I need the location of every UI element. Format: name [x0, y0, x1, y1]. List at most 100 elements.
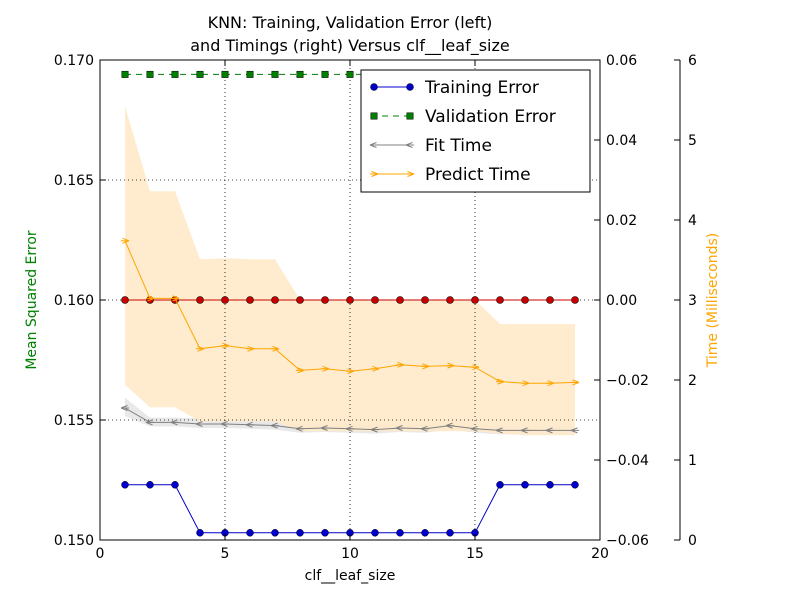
training-error-point — [571, 481, 579, 489]
training-error-point — [421, 529, 429, 537]
zero-reference-marker — [121, 296, 129, 304]
validation-error-point — [246, 70, 254, 78]
chart-title-line-2: and Timings (right) Versus clf__leaf_siz… — [190, 36, 509, 56]
fit-time-point — [120, 405, 129, 411]
legend-label-training-error: Training Error — [424, 78, 539, 98]
zero-reference-marker — [321, 296, 329, 304]
training-error-point — [196, 529, 204, 537]
training-error-point — [521, 481, 529, 489]
fit-time-point — [445, 422, 454, 429]
y-tick-label-middle: −0.02 — [606, 373, 649, 389]
y-axis-label-right: Time (Milliseconds) — [705, 233, 721, 369]
training-error-point — [496, 481, 504, 489]
legend-marker-predict-time — [406, 171, 415, 177]
zero-reference-marker — [296, 296, 304, 304]
zero-reference-marker — [346, 296, 354, 304]
y-tick-label-middle: 0.00 — [606, 293, 637, 309]
predict-time-band — [125, 106, 575, 436]
predict-time-point — [121, 237, 130, 244]
predict-time-point — [196, 345, 205, 352]
legend-label-predict-time: Predict Time — [425, 165, 531, 185]
y-tick-label-middle: 0.04 — [606, 133, 637, 149]
predict-time-point — [421, 363, 430, 370]
training-error-point — [171, 481, 179, 489]
fit-time-point — [270, 422, 279, 429]
y-tick-label-left: 0.150 — [54, 533, 94, 549]
training-error-point — [371, 529, 379, 537]
legend-marker-predict-time — [370, 171, 379, 177]
legend-marker-training-error — [406, 83, 414, 91]
zero-reference-marker — [496, 296, 504, 304]
zero-reference-marker — [546, 296, 554, 304]
validation-error-point — [271, 70, 279, 78]
fit-time-point — [370, 426, 379, 433]
predict-time-point — [246, 345, 255, 352]
zero-reference-marker — [196, 296, 204, 304]
fit-time-point — [295, 425, 304, 432]
training-error-point — [121, 481, 129, 489]
predict-time-point — [571, 379, 580, 386]
chart-title-line-1: KNN: Training, Validation Error (left) — [208, 13, 493, 32]
y-tick-label-right: 0 — [688, 533, 697, 549]
training-error-point — [271, 529, 279, 537]
training-error-point — [396, 529, 404, 537]
validation-error-point — [346, 70, 354, 78]
fit-time-point — [345, 425, 354, 432]
predict-time-point — [321, 365, 330, 372]
zero-reference-marker — [396, 296, 404, 304]
fit-time-point — [220, 421, 229, 427]
fit-time-point — [245, 421, 254, 428]
zero-reference-marker — [421, 296, 429, 304]
x-tick-label: 15 — [466, 546, 484, 562]
validation-error-point — [121, 70, 129, 78]
x-tick-label: 5 — [221, 546, 230, 562]
predict-time-point — [496, 378, 505, 385]
y-tick-label-middle: −0.04 — [606, 453, 649, 469]
legend: Training Error Validation Error Fit Time Pr… — [360, 69, 591, 193]
validation-error-point — [296, 70, 304, 78]
predict-time-point — [171, 295, 180, 302]
predict-time-point — [146, 295, 155, 302]
fit-time-point — [495, 427, 504, 434]
fit-time-point — [395, 425, 404, 431]
x-tick-label: 0 — [96, 546, 105, 562]
y-tick-label-right: 4 — [688, 213, 697, 229]
y-tick-label-right: 5 — [688, 133, 697, 149]
training-error-point — [246, 529, 254, 537]
y-tick-label-right: 3 — [688, 293, 697, 309]
predict-time-point — [446, 362, 455, 369]
validation-error-point — [221, 70, 229, 78]
y-tick-label-left: 0.160 — [54, 293, 94, 309]
fit-time-point — [170, 419, 179, 426]
legend-box — [360, 69, 591, 193]
predict-time-point — [396, 361, 405, 368]
legend-marker-fit-time — [369, 142, 378, 148]
fit-time-point — [470, 425, 479, 432]
y-tick-label-left: 0.165 — [54, 173, 94, 189]
fit-time-point — [195, 421, 204, 427]
training-error-point — [296, 529, 304, 537]
zero-reference-marker — [271, 296, 279, 304]
x-tick-label: 10 — [341, 546, 359, 562]
predict-time-point — [521, 380, 530, 387]
legend-label-fit-time: Fit Time — [425, 136, 492, 156]
zero-reference-marker — [446, 296, 454, 304]
fit-time-point — [145, 419, 154, 426]
legend-marker-validation-error — [406, 112, 414, 120]
x-tick-label: 20 — [591, 546, 609, 562]
validation-error-point — [146, 70, 154, 78]
y-tick-label-left: 0.155 — [54, 413, 94, 429]
y-tick-label-middle: −0.06 — [606, 533, 649, 549]
predict-time-point — [221, 342, 230, 349]
validation-error-point — [196, 70, 204, 78]
axes: 0 5 10 15 200.1500.1550.1600.1650.170−0.06−0… — [54, 53, 697, 562]
training-error-point — [546, 481, 554, 489]
zero-reference-marker — [371, 296, 379, 304]
fit-time-point — [320, 425, 329, 431]
fit-time-point — [420, 425, 429, 432]
x-axis-label: clf__leaf_size — [305, 568, 396, 584]
validation-error-point — [171, 70, 179, 78]
zero-reference-marker — [571, 296, 579, 304]
training-error-point — [321, 529, 329, 537]
